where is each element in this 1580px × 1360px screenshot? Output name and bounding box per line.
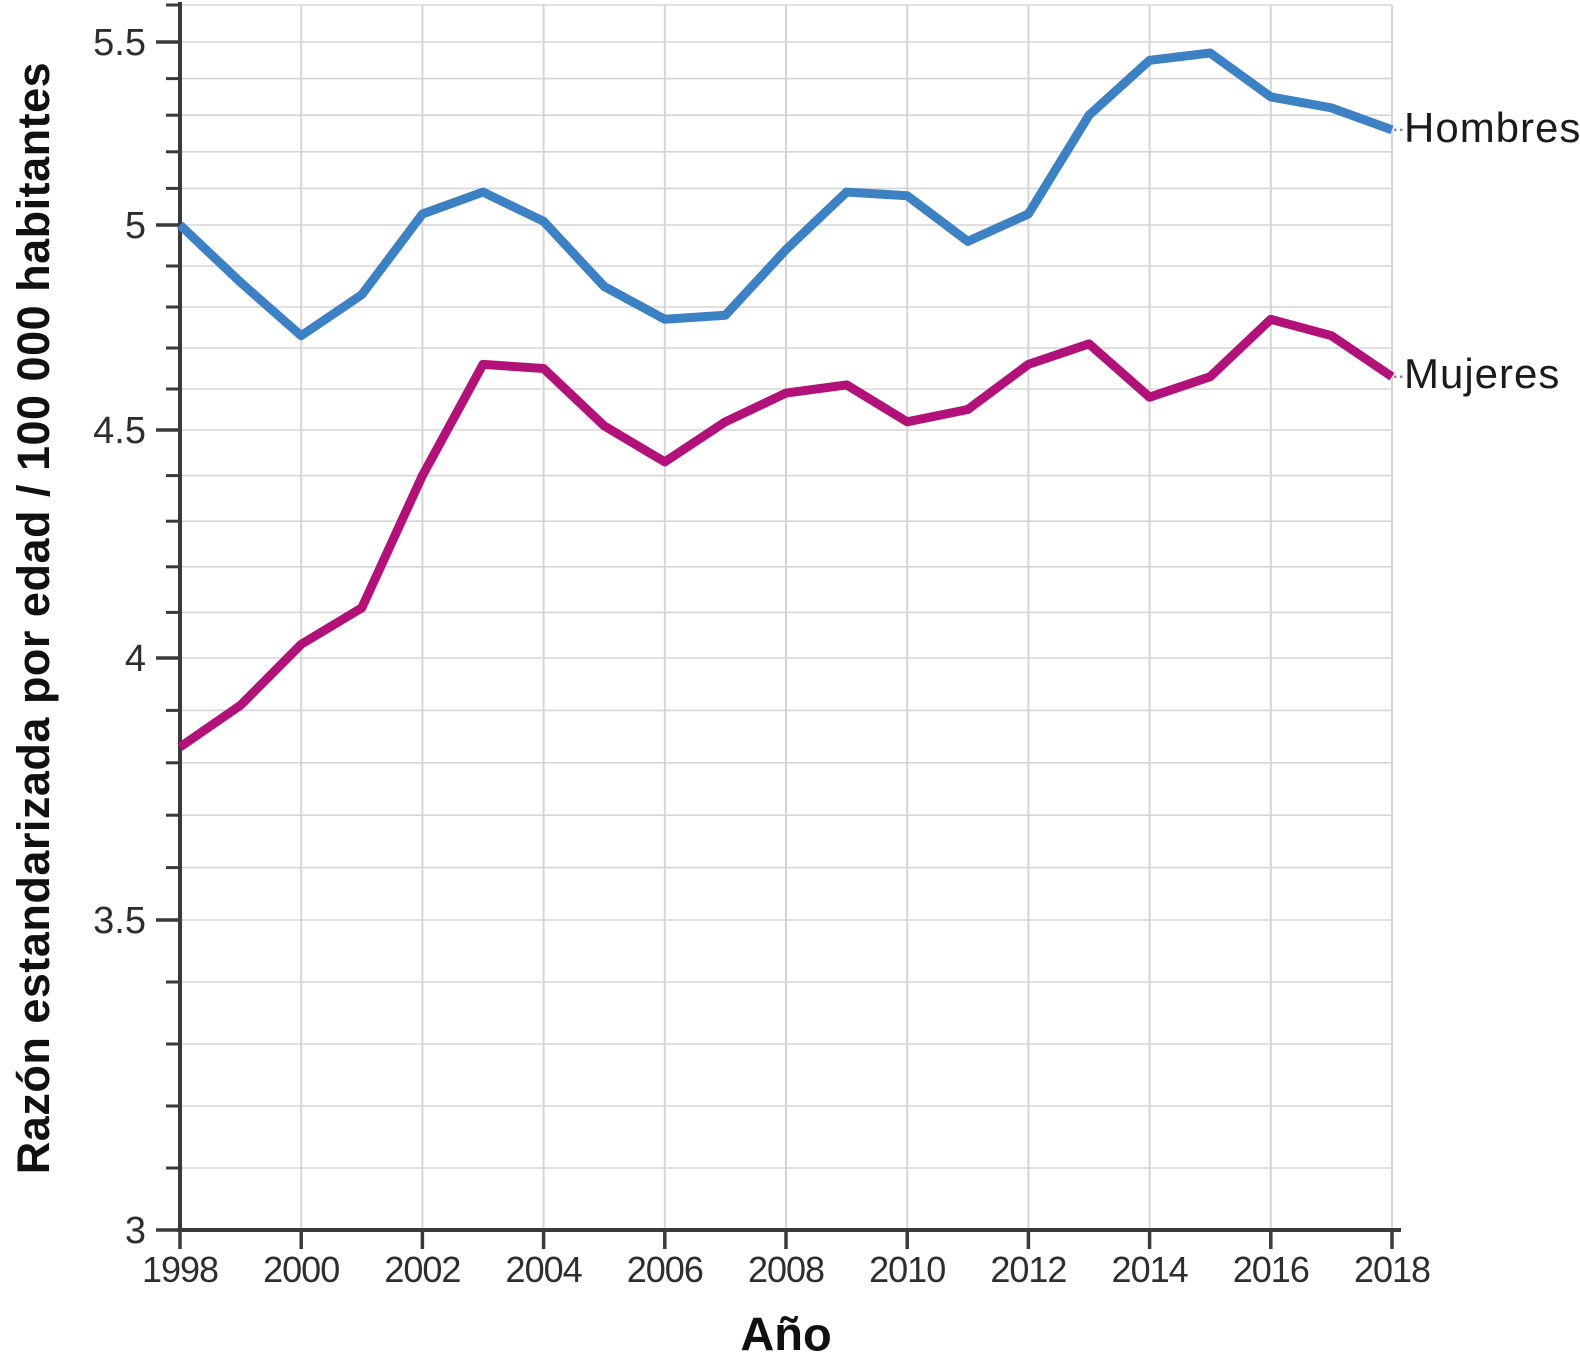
y-tick-label: 5.5 <box>93 22 146 64</box>
y-tick-label: 3 <box>125 1210 146 1252</box>
hombres-line <box>176 48 1394 341</box>
y-tick-label: 3.5 <box>93 900 146 942</box>
y-tick-label: 4.5 <box>93 410 146 452</box>
x-tick-label: 2000 <box>263 1249 339 1290</box>
x-tick-label: 2016 <box>1233 1249 1309 1290</box>
axes <box>177 2 1401 1232</box>
x-tick-label: 2006 <box>627 1249 703 1290</box>
mujeres-line <box>177 314 1395 751</box>
series <box>176 48 1405 751</box>
y-tick-label: 5 <box>125 205 146 247</box>
y-axis-title: Razón estandarizada por edad / 100 000 h… <box>8 61 59 1175</box>
gridlines <box>180 4 1393 1231</box>
x-tick-label: 2014 <box>1112 1249 1188 1290</box>
x-tick-label: 2012 <box>990 1249 1066 1290</box>
x-tick-label: 1998 <box>142 1249 218 1290</box>
y-tick-label: 4 <box>125 638 146 680</box>
x-tick-label: 2018 <box>1354 1249 1430 1290</box>
x-tick-label: 2010 <box>869 1249 945 1290</box>
x-tick-label: 2008 <box>748 1249 824 1290</box>
x-tick-label: 2002 <box>384 1249 460 1290</box>
x-axis-title: Año <box>740 1307 832 1360</box>
x-tick-label: 2004 <box>506 1249 582 1290</box>
series-label-mujeres: Mujeres <box>1404 350 1561 397</box>
series-label-hombres: Hombres <box>1404 104 1580 151</box>
tick-marks <box>156 3 1394 1249</box>
